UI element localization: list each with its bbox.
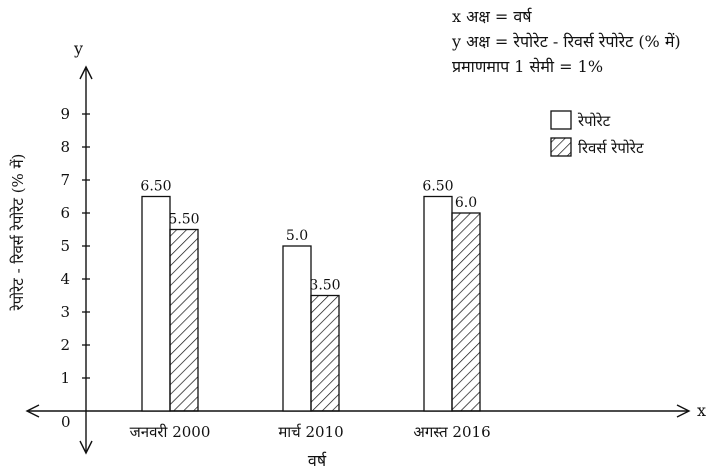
bar-repo-rate [282,245,312,412]
y-axis-arrow-down [79,440,93,455]
y-tick-label: 3 [60,303,70,321]
y-axis-letter: y [73,39,83,58]
x-axis-arrow-right [676,404,691,418]
bar-reverse-repo-rate [169,228,199,412]
y-tick-label: 5 [60,237,70,255]
category-label: अगस्त 2016 [413,423,490,441]
bar-value-labels: 6.505.505.03.506.506.0 [140,179,477,294]
origin-label: 0 [61,413,71,431]
y-tick-label: 6 [60,204,70,222]
bar-label-reverse-repo-rate: 6.0 [455,195,477,211]
bar-label-repo-rate: 6.50 [422,179,453,195]
category-labels: जनवरी 2000 मार्च 2010 अगस्त 2016 [130,423,491,441]
bars [141,195,481,412]
legend-label-repo: रेपोरेट [577,112,611,130]
y-tick-label: 7 [60,171,70,189]
legend-swatch-reverse-repo [550,137,572,157]
category-label: जनवरी 2000 [130,423,211,441]
y-ticks: 1 2 3 4 5 6 7 8 9 [60,105,90,387]
bar-label-reverse-repo-rate: 5.50 [168,212,199,228]
bar-reverse-repo-rate [310,294,340,412]
axes: y x 0 [25,39,706,455]
y-axis-title: रेपोरेट - रिवर्स रेपोरेट (% में) [9,154,27,312]
scale-info: प्रमाणमाप 1 सेमी = 1% [452,57,603,76]
y-tick-label: 2 [60,336,70,354]
x-axis-title: वर्ष [308,451,327,470]
bar-label-repo-rate: 5.0 [286,228,308,244]
y-axis-arrow-up [79,65,93,80]
axis-info-x: x अक्ष = वर्ष [452,7,533,26]
bar-repo-rate [423,195,453,412]
y-tick-label: 8 [60,138,70,156]
bar-repo-rate [141,195,171,412]
bar-label-repo-rate: 6.50 [140,179,171,195]
legend-label-reverse-repo: रिवर्स रेपोरेट [578,139,644,157]
x-axis-letter: x [697,401,706,420]
bar-reverse-repo-rate [451,212,481,412]
category-label: मार्च 2010 [278,423,343,441]
y-tick-label: 9 [60,105,70,123]
axis-info-y: y अक्ष = रेपोरेट - रिवर्स रेपोरेट (% में… [451,32,681,51]
bar-label-reverse-repo-rate: 3.50 [309,278,340,294]
legend-swatch-repo [550,110,572,130]
y-tick-label: 4 [60,270,70,288]
y-tick-label: 1 [60,369,70,387]
legend: रेपोरेट रिवर्स रेपोरेट [550,110,644,157]
x-axis-arrow-left [25,404,40,418]
